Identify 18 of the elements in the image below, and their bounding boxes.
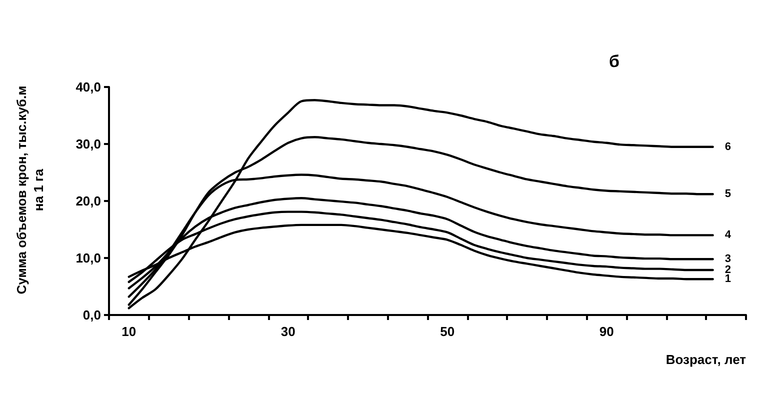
y-tick-label: 30,0 bbox=[76, 136, 101, 152]
series-label: 4 bbox=[724, 229, 732, 242]
x-tick-label: 30 bbox=[280, 324, 296, 339]
y-tick-label: 20,0 bbox=[76, 194, 101, 208]
series-label: 5 bbox=[724, 188, 731, 200]
x-tick-label: 10 bbox=[122, 324, 136, 339]
series-label: 3 bbox=[724, 253, 731, 266]
series-label: 6 bbox=[724, 140, 731, 153]
line-series bbox=[128, 99, 714, 310]
x-axis-title: Возраст, лет bbox=[666, 352, 746, 367]
y-tick-label: 40,0 bbox=[76, 80, 101, 94]
x-tick-label: 90 bbox=[599, 324, 614, 339]
y-tick-label: 10,0 bbox=[76, 250, 101, 266]
y-axis-title: Сумма объемов крон, тыс.куб.м на 1 га bbox=[14, 86, 46, 294]
x-tick-label: 50 bbox=[440, 324, 455, 339]
series-label: 1 bbox=[724, 273, 731, 286]
y-tick-label: 0,0 bbox=[82, 308, 101, 322]
chart-title: б bbox=[609, 52, 620, 71]
